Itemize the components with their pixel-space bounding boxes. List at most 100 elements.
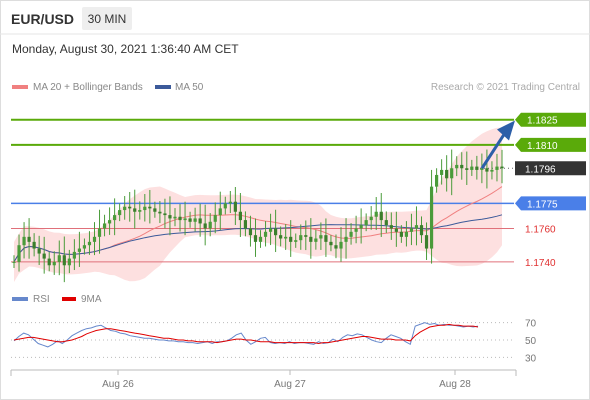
candle-body [62,255,66,266]
candle-body [455,164,459,169]
candle-body [414,225,419,229]
forecast-arrow-layer [480,120,515,170]
candle-body [470,166,474,170]
ma50-legend-label: MA 50 [175,82,204,93]
timeframe-badge [82,7,132,30]
ma20-legend-swatch [12,85,28,89]
candle-body [12,261,16,263]
candle-body [485,168,489,172]
x-axis-tick-label: Aug 28 [439,379,471,390]
candle-body [163,213,167,216]
candle-body [118,210,122,216]
ma20-legend-label: MA 20 + Bollinger Bands [33,82,143,93]
candle-body [354,228,358,232]
candle-body [203,223,207,229]
resistance-level-tag [515,137,586,152]
candle-body [67,258,71,266]
candle-body [178,216,182,221]
candle-body [334,245,338,249]
current-price-label: 1.1796 [525,164,556,175]
candle-body [128,206,132,209]
candle-body [208,221,212,229]
bollinger-band-fill [14,127,502,282]
credit-label: Research © 2021 Trading Central [431,82,580,93]
candle-body [223,203,227,209]
candle-body [429,186,434,249]
candle-body [123,206,127,211]
candle-body [475,166,479,170]
candle-body [138,210,142,212]
resistance-level-label: 1.1825 [527,116,558,127]
candle-body [434,174,439,187]
rsi-legend-swatch [12,297,28,301]
candle-body [42,253,46,259]
support-level-label: 1.1760 [525,224,556,235]
candle-body [52,261,56,266]
candle-body [289,236,293,242]
candle-body [495,166,499,170]
candle-body [268,228,273,232]
candle-body [173,216,177,219]
candle-body [253,235,258,242]
candle-body [299,235,303,241]
candle-body [77,248,82,252]
rsi-tick-label: 30 [525,353,537,364]
candle-body [445,169,449,179]
x-axis-tick-label: Aug 26 [102,379,134,390]
candle-body [72,251,76,259]
candle-body [274,228,278,236]
candle-body [369,216,373,221]
candle-body [374,211,378,217]
candle-body [304,235,308,237]
candle-body [349,231,353,237]
candle-body [339,241,343,249]
rsi-panel-layer: 70 50 30 [11,319,537,364]
candle-body [359,225,363,229]
candle-body [57,255,61,262]
candle-body [284,236,288,239]
symbol-title: EUR/USD [11,11,74,27]
datetime-label: Monday, August 30, 2021 1:36:40 AM CET [12,42,239,56]
candle-body [394,228,398,232]
current-price-tag [515,161,586,176]
rsi-tick-label: 50 [525,336,537,347]
candle-body [309,236,313,242]
candle-body [465,168,469,170]
candle-body [248,228,253,236]
candle-body [450,168,454,179]
candle-body [148,206,152,209]
candle-body [364,220,368,226]
candle-body [158,211,162,214]
candle-body [490,169,494,172]
candle-body [92,236,97,242]
candle-body [258,236,263,242]
candle-body [37,248,41,254]
forecast-arrow-head [497,120,515,141]
candle-body [153,208,157,212]
candle-body [409,228,414,232]
resistance-level-label: 1.1810 [527,141,558,152]
candle-body [22,236,26,246]
candle-body [193,218,197,222]
candle-body [228,201,232,204]
candle-body [460,164,464,169]
candle-body [107,220,112,224]
candle-body [47,258,51,266]
timeframe-label: 30 MIN [88,12,127,26]
rsi-ma-line [13,323,479,345]
candle-body [198,218,202,224]
candle-body [168,215,172,219]
candle-body [384,220,388,226]
candle-body [379,211,383,221]
rsi-ma-legend-swatch [62,297,76,301]
candle-body [17,245,21,262]
candle-body [314,238,318,242]
bollinger-band-layer [14,127,502,282]
candle-body [319,235,323,239]
candle-body [419,225,424,236]
rsi-legend-label: RSI [33,294,50,305]
candle-body [263,231,268,237]
candle-body [97,228,102,237]
candle-body [424,235,429,249]
